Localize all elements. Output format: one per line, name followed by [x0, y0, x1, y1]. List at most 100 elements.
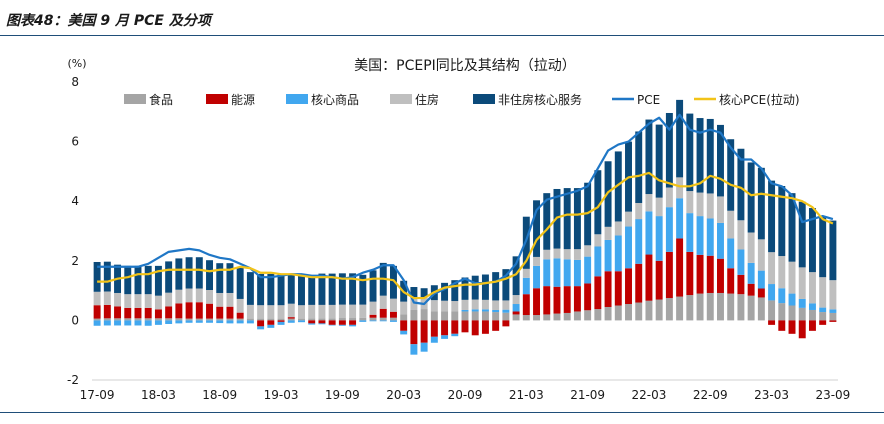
- bar-segment: [144, 265, 152, 295]
- bar-segment: [727, 268, 735, 294]
- bar-segment: [349, 273, 357, 305]
- x-tick-label: 22-03: [632, 388, 667, 402]
- bar-segment: [318, 320, 326, 324]
- bar-segment: [246, 320, 254, 324]
- bar-segment: [522, 277, 530, 295]
- bar-segment: [451, 280, 459, 302]
- bar-segment: [676, 198, 684, 239]
- bar-segment: [216, 292, 224, 307]
- x-tick-label: 20-03: [386, 388, 421, 402]
- bar-segment: [451, 320, 459, 334]
- bar-segment: [359, 320, 367, 322]
- bar-segment: [492, 312, 500, 321]
- bar-segment: [206, 260, 213, 290]
- bar-segment: [277, 318, 285, 321]
- bar-segment: [665, 298, 673, 321]
- bar-segment: [614, 305, 622, 321]
- bar-segment: [553, 258, 561, 287]
- bar-segment: [379, 317, 387, 321]
- legend-label: 核心商品: [311, 92, 359, 107]
- bar-segment: [573, 249, 581, 260]
- bar-segment: [747, 162, 755, 233]
- bar-segment: [625, 304, 632, 321]
- bar-segment: [492, 300, 500, 310]
- bar-segment: [226, 320, 234, 324]
- x-tick-label: 17-09: [80, 388, 115, 402]
- bar-segment: [226, 263, 234, 293]
- bar-segment: [236, 318, 244, 321]
- legend-swatch: [124, 94, 146, 104]
- bar-segment: [522, 315, 530, 321]
- bar-segment: [103, 291, 111, 305]
- bar-segment: [798, 320, 806, 339]
- bar-segment: [103, 304, 111, 319]
- bar-segment: [369, 314, 377, 318]
- x-tick-label: 21-03: [509, 388, 544, 402]
- bar-segment: [185, 318, 193, 321]
- bar-segment: [829, 312, 837, 321]
- x-tick-label: 21-09: [570, 388, 605, 402]
- bar-segment: [206, 290, 213, 304]
- bar-segment: [114, 306, 122, 319]
- bar-segment: [584, 256, 592, 284]
- bar-segment: [584, 310, 592, 321]
- bar-segment: [635, 302, 643, 321]
- y-tick-label: 8: [71, 75, 79, 89]
- source-rule: [0, 412, 884, 413]
- bar-segment: [430, 336, 438, 343]
- bar-segment: [614, 271, 622, 306]
- bar-segment: [788, 193, 796, 262]
- bar-segment: [318, 318, 326, 321]
- bar-segment: [318, 304, 326, 319]
- bar-segment: [808, 309, 816, 321]
- bar-segment: [686, 191, 694, 214]
- bar-segment: [768, 300, 776, 321]
- bar-segment: [829, 309, 837, 313]
- bar-segment: [287, 320, 295, 323]
- bar-segment: [236, 298, 244, 313]
- y-axis-unit: (%): [67, 57, 86, 70]
- bar-segment: [788, 320, 796, 334]
- bar-segment: [267, 318, 275, 321]
- bar-segment: [379, 308, 387, 318]
- bar-segment: [114, 320, 122, 326]
- bar-segment: [195, 318, 203, 321]
- bar-segment: [543, 314, 551, 321]
- bar-segment: [400, 314, 408, 321]
- bar-segment: [257, 320, 265, 327]
- bar-segment: [257, 318, 265, 321]
- legend-label: 住房: [415, 92, 439, 107]
- bar-segment: [573, 259, 581, 287]
- bar-segment: [645, 254, 653, 301]
- bar-segment: [369, 301, 377, 315]
- bar-segment: [451, 301, 459, 312]
- bar-segment: [706, 118, 714, 194]
- bar-segment: [686, 295, 694, 321]
- bar-segment: [757, 239, 765, 271]
- bar-segment: [481, 320, 489, 334]
- bar-segment: [124, 294, 132, 308]
- bar-segment: [257, 305, 265, 319]
- bar-segment: [686, 251, 694, 296]
- bar-segment: [635, 202, 643, 220]
- bar-segment: [727, 238, 735, 269]
- bar-segment: [717, 222, 724, 259]
- bar-segment: [267, 320, 275, 325]
- bar-segment: [195, 257, 203, 289]
- bar-segment: [614, 151, 622, 222]
- bar-segment: [410, 320, 418, 345]
- figure-caption: 图表48：美国 9 月 PCE 及分项: [6, 13, 211, 29]
- bar-segment: [389, 311, 397, 318]
- bar-segment: [257, 326, 265, 330]
- bar-segment: [819, 216, 827, 278]
- bar-segment: [747, 283, 755, 296]
- bar-segment: [154, 320, 162, 325]
- bar-segment: [757, 288, 765, 298]
- bar-segment: [114, 292, 122, 307]
- bar-segment: [798, 267, 806, 299]
- bar-segment: [788, 305, 796, 321]
- bar-segment: [430, 320, 438, 337]
- bar-segment: [287, 303, 295, 318]
- bar-segment: [277, 320, 285, 322]
- bar-segment: [829, 320, 837, 322]
